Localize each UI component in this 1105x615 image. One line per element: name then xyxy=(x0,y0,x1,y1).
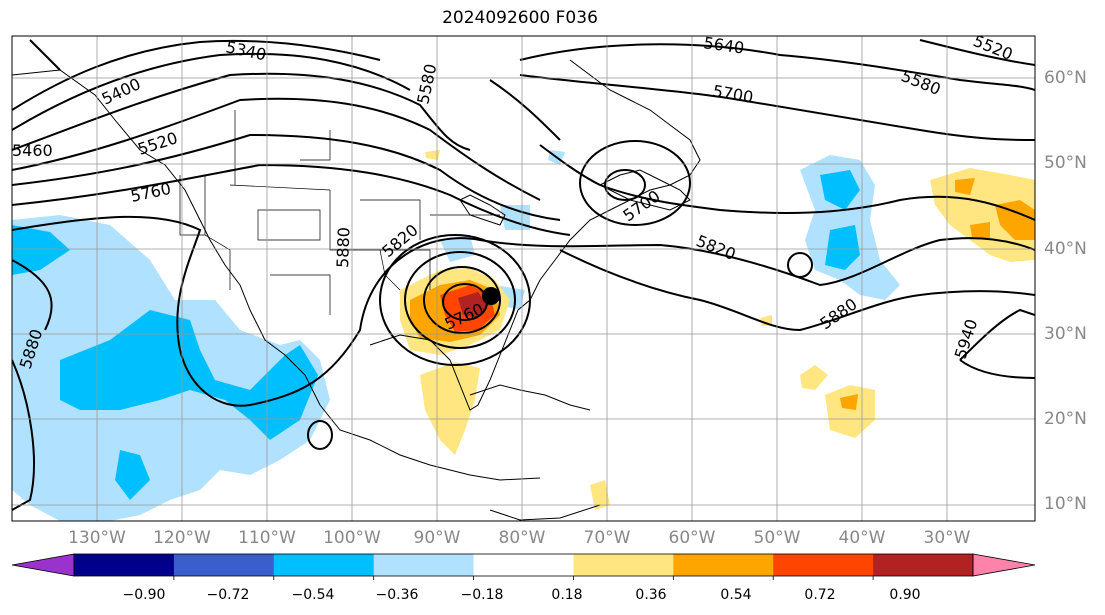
colorbar-tick-label: 0.72 xyxy=(804,587,836,603)
colorbar-extend-low xyxy=(11,553,75,577)
storm-center-marker xyxy=(482,287,500,305)
lon-label: 70°W xyxy=(583,528,631,548)
colorbar-tick-label: −0.18 xyxy=(460,587,504,603)
contour-label: 5880 xyxy=(333,227,353,268)
colorbar-tick-label: −0.36 xyxy=(375,587,419,603)
lon-label: 90°W xyxy=(413,528,461,548)
contour-label: 5760 xyxy=(129,179,173,206)
colorbar-segment xyxy=(273,554,375,576)
closed-contours xyxy=(307,140,813,450)
colorbar xyxy=(11,553,1036,580)
lon-label: 60°W xyxy=(668,528,716,548)
lon-label: 50°W xyxy=(753,528,801,548)
colorbar-segment xyxy=(173,554,275,576)
contour-label: 5820 xyxy=(694,231,739,264)
height-contours xyxy=(12,39,1035,511)
colorbar-tick-label: 0.36 xyxy=(635,587,667,603)
contour-label: 5700 xyxy=(711,81,754,107)
positive-anomaly-shading xyxy=(400,150,1035,510)
colorbar-tick-label: 0.54 xyxy=(720,587,752,603)
colorbar-extend-high xyxy=(972,553,1036,577)
lat-label: 50°N xyxy=(1044,153,1087,173)
colorbar-frame xyxy=(73,553,974,577)
colorbar-tick-label: −0.54 xyxy=(291,587,335,603)
lat-label: 60°N xyxy=(1044,68,1087,88)
state-borders xyxy=(179,110,500,315)
lon-label: 100°W xyxy=(323,528,381,548)
lon-label: 120°W xyxy=(153,528,211,548)
lon-label: 130°W xyxy=(68,528,126,548)
lat-label: 40°N xyxy=(1044,239,1087,259)
colorbar-tick-label: −0.90 xyxy=(122,587,166,603)
map-title: 2024092600 F036 xyxy=(442,8,598,28)
contour-label: 5580 xyxy=(413,62,440,106)
contour-label: 5520 xyxy=(135,128,180,159)
colorbar-tick-label: −0.72 xyxy=(206,587,250,603)
lat-label: 20°N xyxy=(1044,409,1087,429)
colorbar-segment xyxy=(74,554,175,576)
lon-label: 30°W xyxy=(923,528,971,548)
contour-label: 5580 xyxy=(899,66,944,99)
colorbar-segment xyxy=(373,554,475,576)
colorbar-segment xyxy=(873,554,974,576)
colorbar-tick-label: 0.18 xyxy=(551,587,583,603)
contour-label: 5880 xyxy=(816,294,860,333)
colorbar-segment xyxy=(573,554,674,576)
colorbar-segment xyxy=(473,554,574,576)
lat-label: 30°N xyxy=(1044,324,1087,344)
contour-label: 5460 xyxy=(12,141,53,160)
lat-lon-grid xyxy=(12,36,1035,521)
coastlines xyxy=(12,59,701,521)
colorbar-segment xyxy=(673,554,774,576)
colorbar-segment xyxy=(773,554,874,576)
lon-label: 110°W xyxy=(238,528,296,548)
lat-label: 10°N xyxy=(1044,494,1087,514)
colorbar-tick-label: 0.90 xyxy=(889,587,921,603)
map-frame xyxy=(11,35,1036,522)
contour-label: 5640 xyxy=(702,33,745,57)
lon-label: 80°W xyxy=(498,528,546,548)
lon-label: 40°W xyxy=(838,528,886,548)
contour-label: 5940 xyxy=(951,317,982,362)
